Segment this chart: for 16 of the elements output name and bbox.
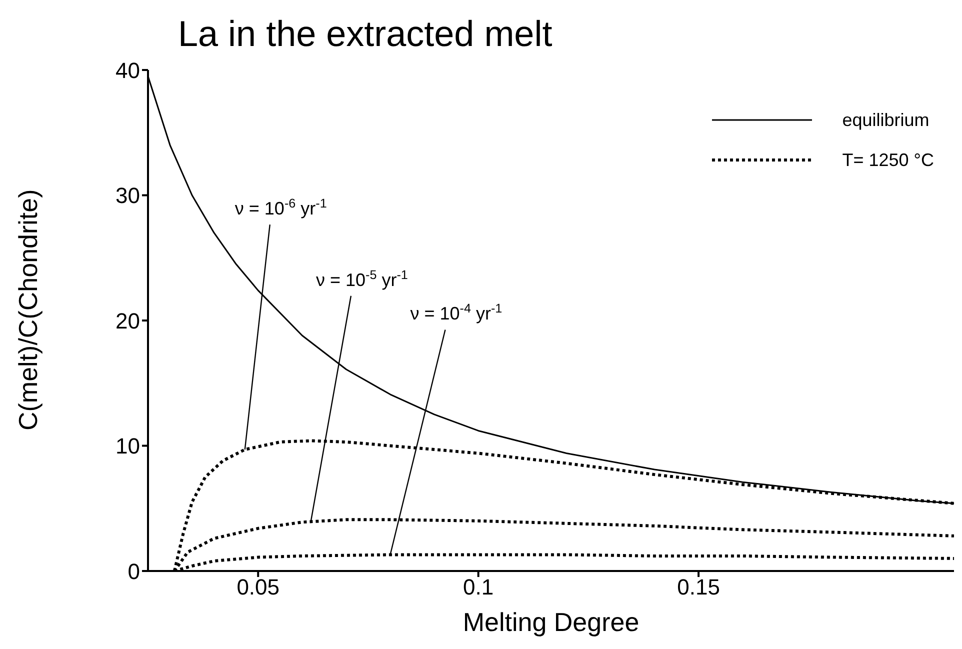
x-tick-label: 0.15	[677, 574, 720, 600]
y-tick-label: 40	[116, 58, 140, 83]
annotation: ν = 10$^{-4}$ yr$^{-1}$	[410, 302, 502, 324]
x-tick-label: 0.1	[463, 574, 494, 600]
annotation: ν = 10$^{-6}$ yr$^{-1}$	[234, 196, 327, 219]
annotation: ν = 10$^{-5}$ yr$^{-1}$	[316, 268, 408, 290]
x-axis-title: Melting Degree	[462, 607, 640, 637]
text: equilibrium	[842, 110, 930, 130]
y-tick-label: 30	[116, 183, 140, 208]
y-tick-label: 10	[116, 434, 140, 459]
y-tick-label: 20	[116, 308, 140, 334]
chart-title: La in the extracted melt	[178, 12, 554, 56]
y-axis-title: C(melt)/C(Chondrite)	[13, 189, 44, 430]
y-tick-label: 0	[128, 558, 140, 584]
x-tick-label: 0.05	[236, 574, 280, 600]
annotation: T= 1250 °C	[842, 150, 934, 170]
